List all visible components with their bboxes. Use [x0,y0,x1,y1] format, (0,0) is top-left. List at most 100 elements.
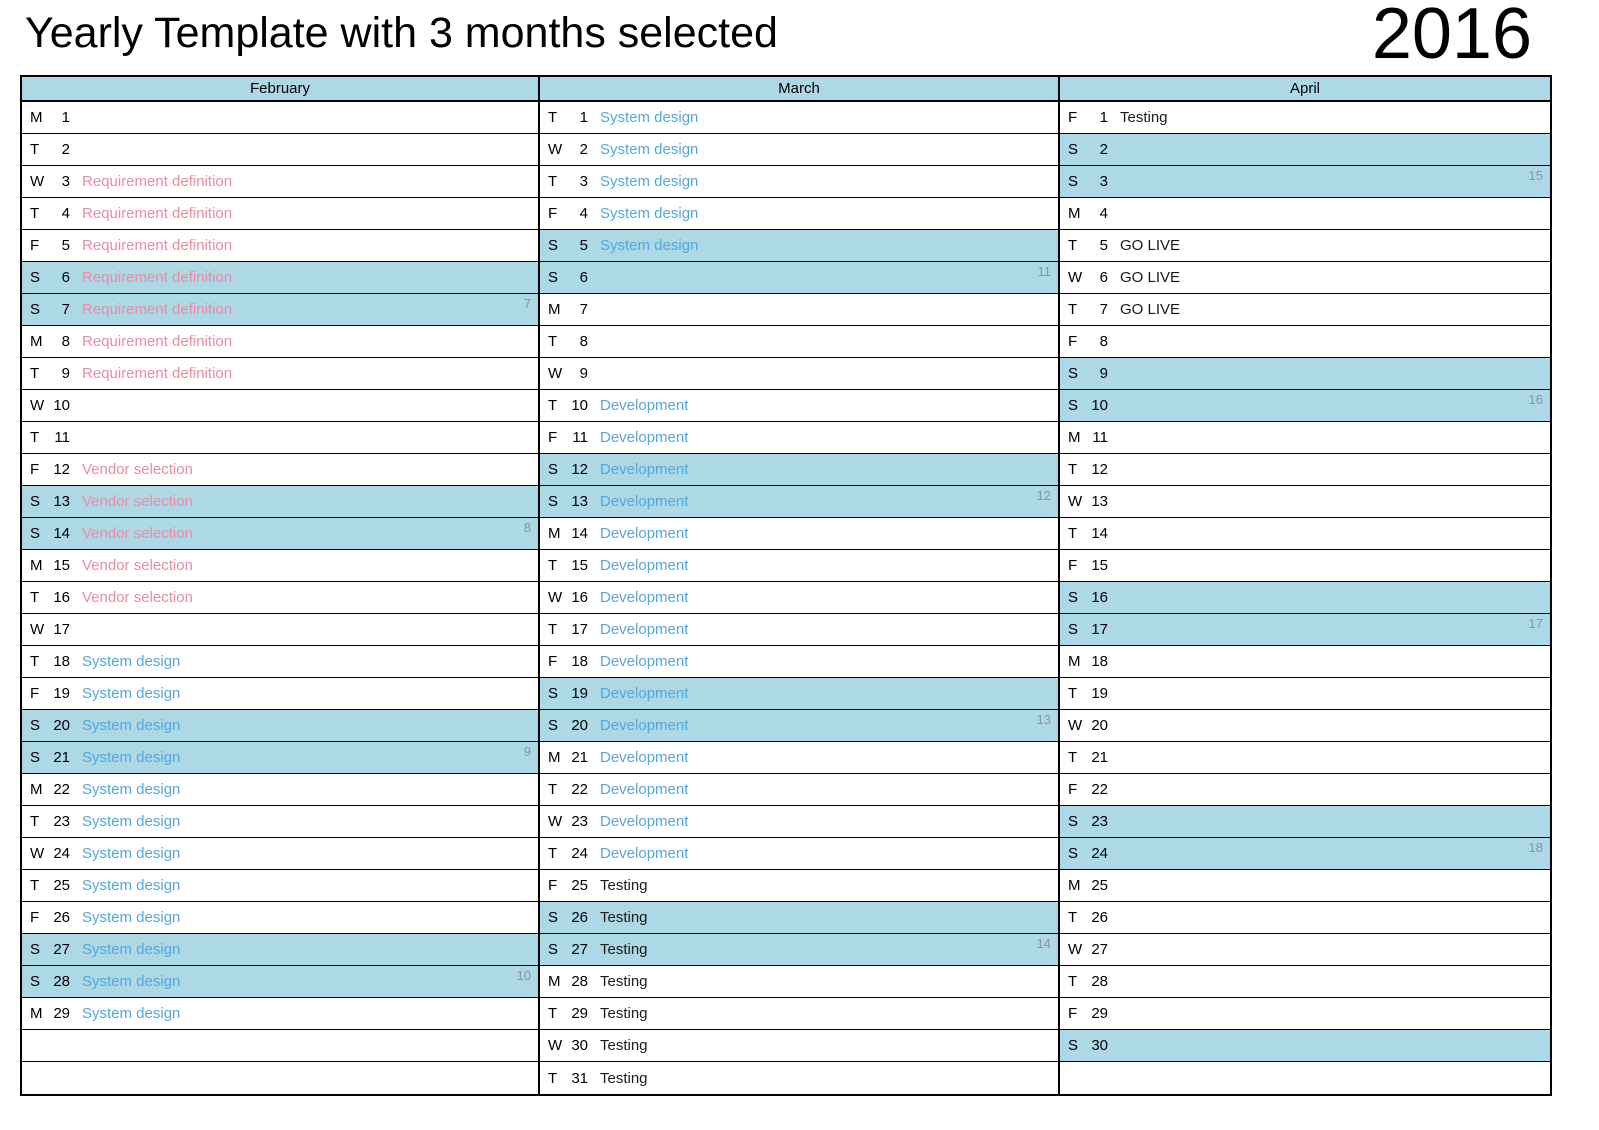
day-number: 28 [1091,973,1108,990]
day-of-week-label: S [1068,813,1079,830]
day-number: 21 [53,749,70,766]
day-of-week-label: F [30,461,40,478]
day-number: 13 [53,493,70,510]
day-of-week-label: M [548,749,561,766]
day-row-march-21: M 21 Development [540,742,1058,774]
day-row-february-26: F 26 System design [22,902,538,934]
week-number-badge: 13 [1036,712,1051,727]
day-row-march-4: F 4 System design [540,198,1058,230]
day-number: 9 [1099,365,1108,382]
day-number: 15 [1091,557,1108,574]
day-of-week-label: F [1068,1005,1078,1022]
day-number: 2 [61,141,70,158]
day-number: 7 [579,301,588,318]
day-of-week-label: T [548,333,558,350]
day-of-week-label: S [30,749,41,766]
month-rows-april: F 1 Testing S 2 S 3 15 M 4 T 5 GO LIVE W 6 GO LIVE T 7 GO … [1060,102,1550,1094]
day-number: 13 [1091,493,1108,510]
day-row-april-11: M 11 [1060,422,1550,454]
day-of-week-label: S [30,269,41,286]
day-number: 8 [61,333,70,350]
day-number: 21 [1091,749,1108,766]
day-row-february-22: M 22 System design [22,774,538,806]
day-number: 16 [571,589,588,606]
day-row-march-26: S 26 Testing [540,902,1058,934]
event-label: Development [600,781,689,798]
event-label: Testing [600,1005,648,1022]
day-number: 14 [53,525,70,542]
day-of-week-label: S [548,493,559,510]
day-row-april-29: F 29 [1060,998,1550,1030]
month-header-march: March [540,77,1058,102]
day-number: 22 [571,781,588,798]
day-row-march-27: S 27 Testing 14 [540,934,1058,966]
day-row-february-24: W 24 System design [22,838,538,870]
day-of-week-label: M [30,781,43,798]
day-of-week-label: S [548,269,559,286]
day-number: 10 [53,397,70,414]
day-of-week-label: T [30,365,40,382]
day-of-week-label: T [1068,909,1078,926]
day-of-week-label: W [1068,941,1083,958]
day-row-april-19: T 19 [1060,678,1550,710]
day-number: 24 [571,845,588,862]
event-label: Testing [600,973,648,990]
day-number: 30 [1091,1037,1108,1054]
event-label: Development [600,429,689,446]
day-row-february-29: M 29 System design [22,998,538,1030]
event-label: Development [600,493,689,510]
day-number: 29 [571,1005,588,1022]
day-row-february-25: T 25 System design [22,870,538,902]
event-label: System design [82,973,181,990]
day-row-february-16: T 16 Vendor selection [22,582,538,614]
event-label: System design [82,1005,181,1022]
event-label: System design [600,237,699,254]
day-number: 19 [53,685,70,702]
event-label: System design [600,109,699,126]
day-row-april-30: S 30 [1060,1030,1550,1062]
day-of-week-label: S [1068,589,1079,606]
day-number: 3 [1099,173,1108,190]
day-number: 17 [1091,621,1108,638]
event-label: System design [82,685,181,702]
day-row-february-17: W 17 [22,614,538,646]
week-number-badge: 15 [1528,168,1543,183]
day-row-april-14: T 14 [1060,518,1550,550]
event-label: Vendor selection [82,557,193,574]
day-row-march-22: T 22 Development [540,774,1058,806]
day-of-week-label: F [548,429,558,446]
day-row-february-15: M 15 Vendor selection [22,550,538,582]
day-number: 24 [1091,845,1108,862]
day-of-week-label: S [1068,845,1079,862]
event-label: Development [600,557,689,574]
day-number: 2 [579,141,588,158]
month-column-february: February M 1 T 2 W 3 Requirement definition T 4 R… [22,77,540,1094]
day-row-april-22: F 22 [1060,774,1550,806]
day-of-week-label: S [30,301,41,318]
day-row-february-7: S 7 Requirement definition 7 [22,294,538,326]
day-of-week-label: M [30,109,43,126]
day-of-week-label: W [30,173,45,190]
calendar-table: February M 1 T 2 W 3 Requirement definition T 4 R… [20,75,1552,1096]
day-number: 9 [61,365,70,382]
event-label: Development [600,525,689,542]
day-of-week-label: T [30,653,40,670]
event-label: Requirement definition [82,205,233,222]
event-label: Testing [600,1037,648,1054]
day-row-april-12: T 12 [1060,454,1550,486]
day-of-week-label: S [1068,365,1079,382]
day-row-march-31: T 31 Testing [540,1062,1058,1094]
day-row-april-6: W 6 GO LIVE [1060,262,1550,294]
day-of-week-label: W [548,141,563,158]
day-of-week-label: M [1068,205,1081,222]
day-row-march-2: W 2 System design [540,134,1058,166]
day-of-week-label: M [1068,877,1081,894]
day-of-week-label: T [548,1005,558,1022]
event-label: Testing [600,909,648,926]
day-of-week-label: W [30,621,45,638]
day-of-week-label: S [1068,621,1079,638]
